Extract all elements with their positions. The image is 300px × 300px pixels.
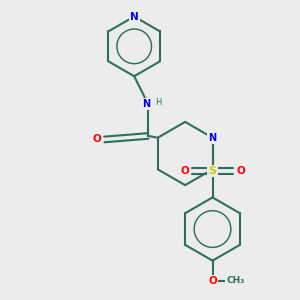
Text: O: O [236, 166, 245, 176]
Text: O: O [93, 134, 102, 145]
Text: O: O [180, 166, 189, 176]
Text: CH₃: CH₃ [226, 276, 244, 285]
Text: S: S [208, 166, 217, 176]
Text: H: H [155, 98, 161, 107]
Text: N: N [130, 11, 139, 22]
Text: O: O [208, 276, 217, 286]
Text: N: N [208, 133, 217, 143]
Text: N: N [142, 99, 151, 109]
